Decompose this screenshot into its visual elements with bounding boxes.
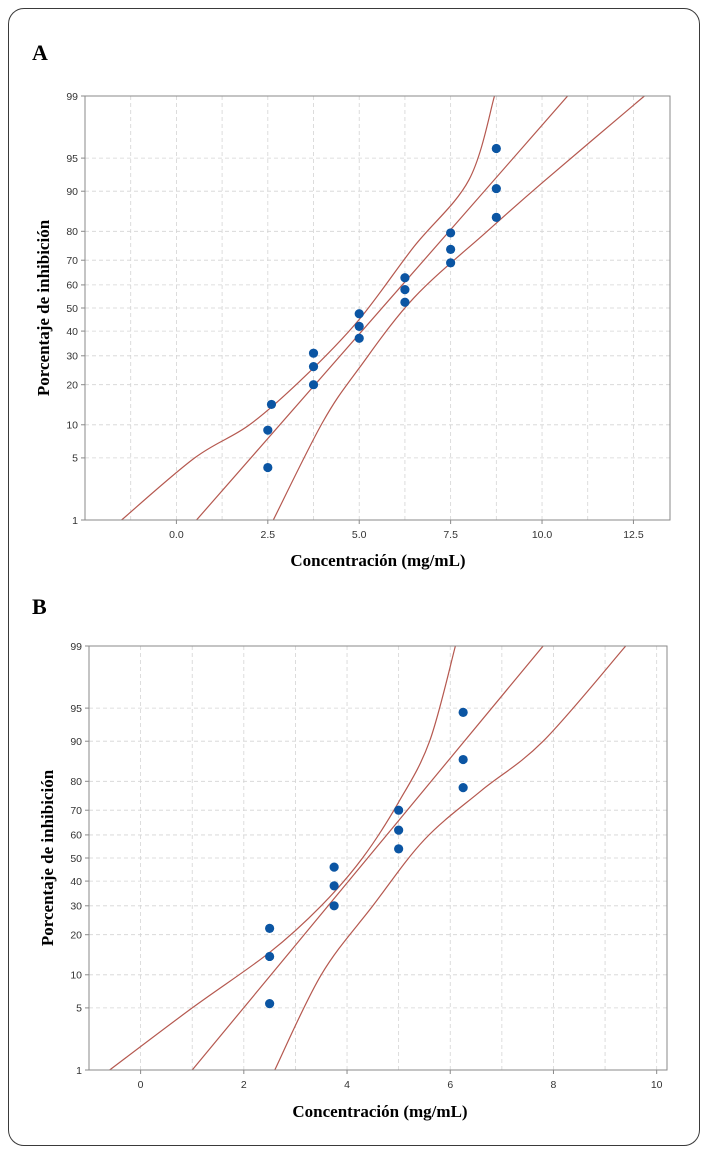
y-tick-label: 20 (70, 929, 82, 941)
data-point (308, 362, 319, 372)
panel-a: A 1 5 10 20 30 40 50 60 70 80 90 95 99 0.0 2.5 5.0 7.5 1… (32, 40, 671, 570)
y-tick-label: 60 (70, 830, 82, 842)
data-point (400, 273, 410, 283)
x-tick-label: 12.5 (623, 529, 644, 541)
y-tick-label: 1 (76, 1065, 82, 1077)
y-axis-title: Porcentaje de inhibición (34, 219, 53, 396)
data-point (265, 951, 275, 962)
data-point (266, 399, 277, 410)
data-point (446, 258, 456, 268)
data-point (458, 754, 468, 765)
fit-lines (121, 96, 645, 520)
data-point (308, 380, 319, 390)
y-tick-label: 95 (70, 703, 82, 715)
y-tick-label: 40 (66, 326, 78, 338)
x-axis-ticks: 0 2 4 6 8 10 (138, 1070, 663, 1091)
y-tick-label: 99 (66, 91, 78, 103)
lower-confidence-line (272, 96, 645, 520)
data-point (329, 862, 339, 872)
gridlines (85, 96, 670, 520)
y-tick-label: 80 (66, 226, 78, 238)
data-point (329, 881, 339, 891)
data-point (491, 183, 501, 194)
y-tick-label: 5 (76, 1003, 82, 1015)
x-tick-label: 5.0 (352, 529, 367, 541)
y-tick-label: 70 (66, 255, 78, 267)
data-point (265, 923, 275, 933)
y-tick-label: 50 (66, 303, 78, 315)
data-point (265, 999, 275, 1009)
panel-label: A (32, 40, 48, 65)
x-tick-label: 0 (138, 1079, 144, 1091)
x-tick-label: 6 (447, 1079, 453, 1091)
gridlines (89, 646, 667, 1070)
data-point (446, 228, 456, 238)
data-point (394, 805, 404, 815)
data-point (354, 333, 364, 343)
y-tick-label: 10 (70, 970, 82, 982)
data-point (308, 348, 319, 358)
x-tick-label: 8 (551, 1079, 557, 1091)
y-tick-label: 90 (70, 736, 82, 748)
y-axis-ticks: 1 5 10 20 30 40 50 60 70 80 90 95 99 (70, 641, 89, 1077)
x-axis-title: Concentración (mg/mL) (290, 551, 465, 570)
panel-label: B (32, 594, 47, 619)
y-tick-label: 1 (72, 515, 78, 527)
y-tick-label: 95 (66, 153, 78, 165)
data-point (354, 321, 364, 331)
y-tick-label: 50 (70, 853, 82, 865)
y-tick-label: 90 (66, 186, 78, 198)
x-tick-label: 0.0 (169, 529, 184, 541)
figure-frame (8, 8, 700, 1146)
y-tick-label: 80 (70, 776, 82, 788)
y-tick-label: 70 (70, 805, 82, 817)
x-tick-label: 4 (344, 1079, 350, 1091)
upper-confidence-line (121, 96, 496, 520)
y-axis-ticks: 1 5 10 20 30 40 50 60 70 80 90 95 99 (66, 91, 85, 527)
data-point (458, 783, 468, 793)
data-point (263, 425, 273, 435)
y-tick-label: 10 (66, 420, 78, 432)
y-axis-title: Porcentaje de inhibición (38, 769, 57, 946)
y-tick-label: 30 (66, 351, 78, 363)
data-point (400, 297, 410, 307)
data-points (265, 707, 468, 1009)
lower-confidence-line (274, 646, 627, 1070)
x-axis-ticks: 0.0 2.5 5.0 7.5 10.0 12.5 (169, 520, 644, 541)
x-tick-label: 10 (651, 1079, 663, 1091)
data-point (263, 462, 273, 473)
data-point (400, 285, 410, 295)
y-tick-label: 5 (72, 453, 78, 465)
panel-b: B 1 5 10 20 30 40 50 60 70 80 90 95 99 0 2 4 6 8 10 Conce… (32, 594, 668, 1121)
y-tick-label: 60 (66, 280, 78, 292)
fit-line (191, 646, 544, 1070)
x-axis-title: Concentración (mg/mL) (292, 1102, 467, 1121)
data-point (491, 212, 501, 222)
data-point (354, 309, 364, 319)
data-points (263, 143, 501, 473)
data-point (329, 901, 339, 911)
y-tick-label: 40 (70, 876, 82, 888)
x-tick-label: 2 (241, 1079, 247, 1091)
x-tick-label: 7.5 (443, 529, 458, 541)
data-point (446, 244, 456, 254)
y-tick-label: 20 (66, 379, 78, 391)
x-tick-label: 10.0 (532, 529, 553, 541)
data-point (394, 844, 404, 854)
fit-line (196, 96, 569, 520)
y-tick-label: 30 (70, 901, 82, 913)
data-point (491, 143, 501, 154)
data-point (458, 707, 468, 717)
y-tick-label: 99 (70, 641, 82, 653)
data-point (394, 825, 404, 835)
x-tick-label: 2.5 (261, 529, 276, 541)
